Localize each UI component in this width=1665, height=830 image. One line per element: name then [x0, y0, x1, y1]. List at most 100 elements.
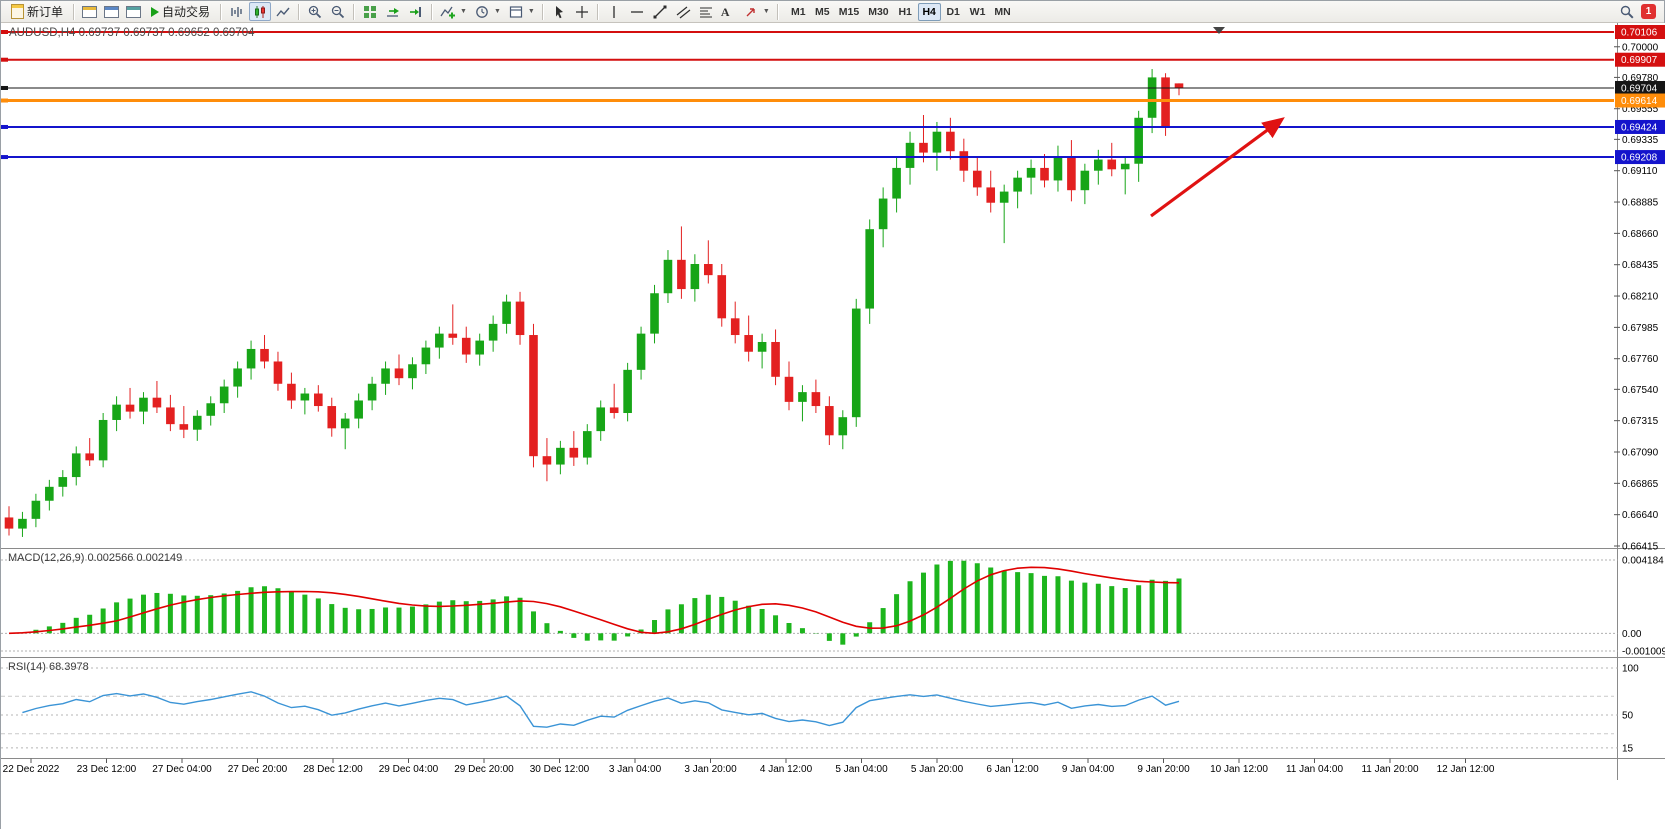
- trendline-icon: [653, 5, 667, 18]
- candlestick-chart-button[interactable]: [249, 2, 272, 21]
- price-axis-label: 0.67760: [1622, 354, 1659, 365]
- price-tag-label: 0.69424: [1621, 122, 1658, 133]
- rsi-axis-label: 100: [1622, 664, 1639, 675]
- timeframe-m30-button[interactable]: M30: [864, 3, 892, 21]
- templates-button[interactable]: ▼: [505, 2, 538, 21]
- text-tool-button[interactable]: A: [718, 2, 739, 21]
- time-axis-label: 28 Dec 12:00: [303, 764, 363, 775]
- chart-window-button[interactable]: [79, 2, 100, 21]
- price-tag: [1615, 25, 1665, 39]
- market-watch-button[interactable]: [101, 2, 122, 21]
- time-axis-label: 11 Jan 04:00: [1286, 764, 1344, 775]
- line-edge-handle[interactable]: [1, 124, 8, 129]
- time-axis-label: 27 Dec 04:00: [152, 764, 212, 775]
- market-watch-icon: [104, 5, 120, 18]
- channel-icon: [676, 6, 691, 18]
- timeframe-m1-button[interactable]: M1: [787, 3, 810, 21]
- autotrading-play-icon: [151, 6, 160, 17]
- trend-arrow-annotation[interactable]: [1150, 117, 1285, 218]
- price-axis-label: 0.67090: [1622, 448, 1659, 459]
- price-tag: [1615, 119, 1665, 134]
- indicators-button[interactable]: ▼: [437, 2, 470, 21]
- new-order-button[interactable]: 新订单: [5, 2, 69, 21]
- line-chart-icon: [276, 7, 290, 16]
- bar-chart-icon: [231, 6, 242, 17]
- line-edge-handle[interactable]: [1, 57, 8, 62]
- price-tag-label: 0.70106: [1621, 28, 1658, 39]
- price-axis-label: 0.68660: [1622, 229, 1659, 240]
- chart-shift-icon: [410, 6, 422, 17]
- timeframe-d1-button[interactable]: D1: [942, 3, 965, 21]
- navigator-button[interactable]: [123, 2, 144, 21]
- line-edge-handle[interactable]: [1, 98, 8, 103]
- search-button[interactable]: [1616, 2, 1638, 21]
- price-axis-label: 0.70000: [1622, 42, 1659, 53]
- chevron-down-icon: ▼: [527, 8, 535, 15]
- macd-axis-label: -0.001009: [1622, 647, 1665, 658]
- channel-tool-button[interactable]: [672, 2, 694, 21]
- new-order-icon: [11, 4, 24, 19]
- timeframe-h4-button[interactable]: H4: [917, 2, 941, 21]
- bar-chart-button[interactable]: [226, 2, 248, 21]
- navigator-icon: [126, 5, 142, 18]
- price-axis-label: 0.69110: [1622, 166, 1658, 177]
- candlestick-series: [4, 69, 1184, 537]
- price-axis-label: 0.67315: [1622, 416, 1659, 427]
- zoom-in-icon: [308, 5, 322, 18]
- price-axis-label: 0.69335: [1622, 135, 1659, 146]
- line-edge-handle[interactable]: [1, 155, 8, 160]
- chart-shift-button[interactable]: [405, 2, 427, 21]
- time-axis-label: 9 Jan 04:00: [1062, 764, 1115, 775]
- arrows-tool-button[interactable]: ▼: [740, 2, 773, 21]
- notification-badge[interactable]: 1: [1641, 4, 1656, 19]
- line-edge-handle[interactable]: [1, 85, 8, 90]
- fibonacci-icon: [699, 6, 712, 18]
- time-axis-label: 3 Jan 04:00: [609, 764, 662, 775]
- chart-shift-marker[interactable]: [1213, 27, 1225, 34]
- periods-button[interactable]: ▼: [471, 2, 504, 21]
- chevron-down-icon: ▼: [460, 8, 467, 15]
- horizontal-line-tool-button[interactable]: [626, 2, 648, 21]
- price-tag-label: 0.69208: [1621, 153, 1658, 164]
- toolbar-separator: [220, 3, 223, 20]
- time-axis-label: 11 Jan 20:00: [1361, 764, 1419, 775]
- line-chart-button[interactable]: [272, 2, 294, 21]
- price-tag-label: 0.69614: [1621, 96, 1658, 107]
- tile-windows-button[interactable]: [359, 2, 381, 21]
- price-axis-label: 0.66865: [1622, 479, 1659, 490]
- trendline-tool-button[interactable]: [649, 2, 671, 21]
- time-axis-label: 9 Jan 20:00: [1137, 764, 1190, 775]
- time-axis-label: 5 Jan 04:00: [835, 764, 888, 775]
- time-axis-label: 3 Jan 20:00: [684, 764, 737, 775]
- toolbar-separator: [541, 3, 544, 20]
- zoom-in-button[interactable]: [304, 2, 326, 21]
- chart-canvas[interactable]: 0.70000 0.69780 0.69555 0.69335 0.69110 0.688…: [1, 23, 1665, 830]
- macd-histogram: [19, 560, 1182, 645]
- toolbar-separator: [298, 3, 301, 20]
- price-axis-label: 0.68435: [1622, 260, 1659, 271]
- time-axis-label: 22 Dec 2022: [3, 764, 60, 775]
- crosshair-button[interactable]: [571, 2, 593, 21]
- horizontal-line-icon: [630, 10, 643, 13]
- fibonacci-tool-button[interactable]: [695, 2, 717, 21]
- zoom-out-button[interactable]: [327, 2, 349, 21]
- auto-scroll-icon: [387, 7, 400, 17]
- timeframe-h1-button[interactable]: H1: [894, 3, 917, 21]
- timeframe-m15-button[interactable]: M15: [835, 3, 863, 21]
- candlestick-chart-icon: [255, 5, 266, 18]
- time-axis-label: 29 Dec 20:00: [454, 764, 514, 775]
- vertical-line-tool-button[interactable]: [603, 2, 625, 21]
- templates-icon: [509, 5, 523, 18]
- cursor-button[interactable]: [548, 2, 570, 21]
- price-tag: [1615, 80, 1665, 95]
- price-tag-label: 0.69704: [1621, 83, 1658, 94]
- indicators-icon: [440, 6, 456, 18]
- autotrading-button[interactable]: 自动交易: [145, 2, 216, 21]
- timeframe-group: M1 M5 M15 M30 H1 H4 D1 W1 MN: [787, 2, 1015, 21]
- auto-scroll-button[interactable]: [382, 2, 404, 21]
- timeframe-m5-button[interactable]: M5: [811, 3, 834, 21]
- line-edge-handle[interactable]: [1, 30, 8, 34]
- price-axis-label: 0.66640: [1622, 510, 1659, 521]
- timeframe-w1-button[interactable]: W1: [966, 3, 990, 21]
- timeframe-mn-button[interactable]: MN: [990, 3, 1014, 21]
